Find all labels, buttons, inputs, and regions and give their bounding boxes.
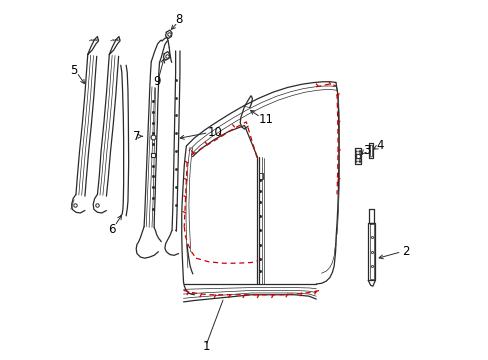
Text: 10: 10 [207,126,222,139]
Text: 7: 7 [133,130,141,143]
Text: 11: 11 [258,113,273,126]
Text: 9: 9 [153,75,161,88]
Text: 4: 4 [376,139,383,152]
Text: 5: 5 [70,64,78,77]
Text: 1: 1 [203,340,210,353]
Text: 2: 2 [401,245,409,258]
Text: 8: 8 [175,13,183,26]
Text: 6: 6 [108,223,115,236]
Bar [258,173,263,179]
Text: 3: 3 [362,144,369,157]
